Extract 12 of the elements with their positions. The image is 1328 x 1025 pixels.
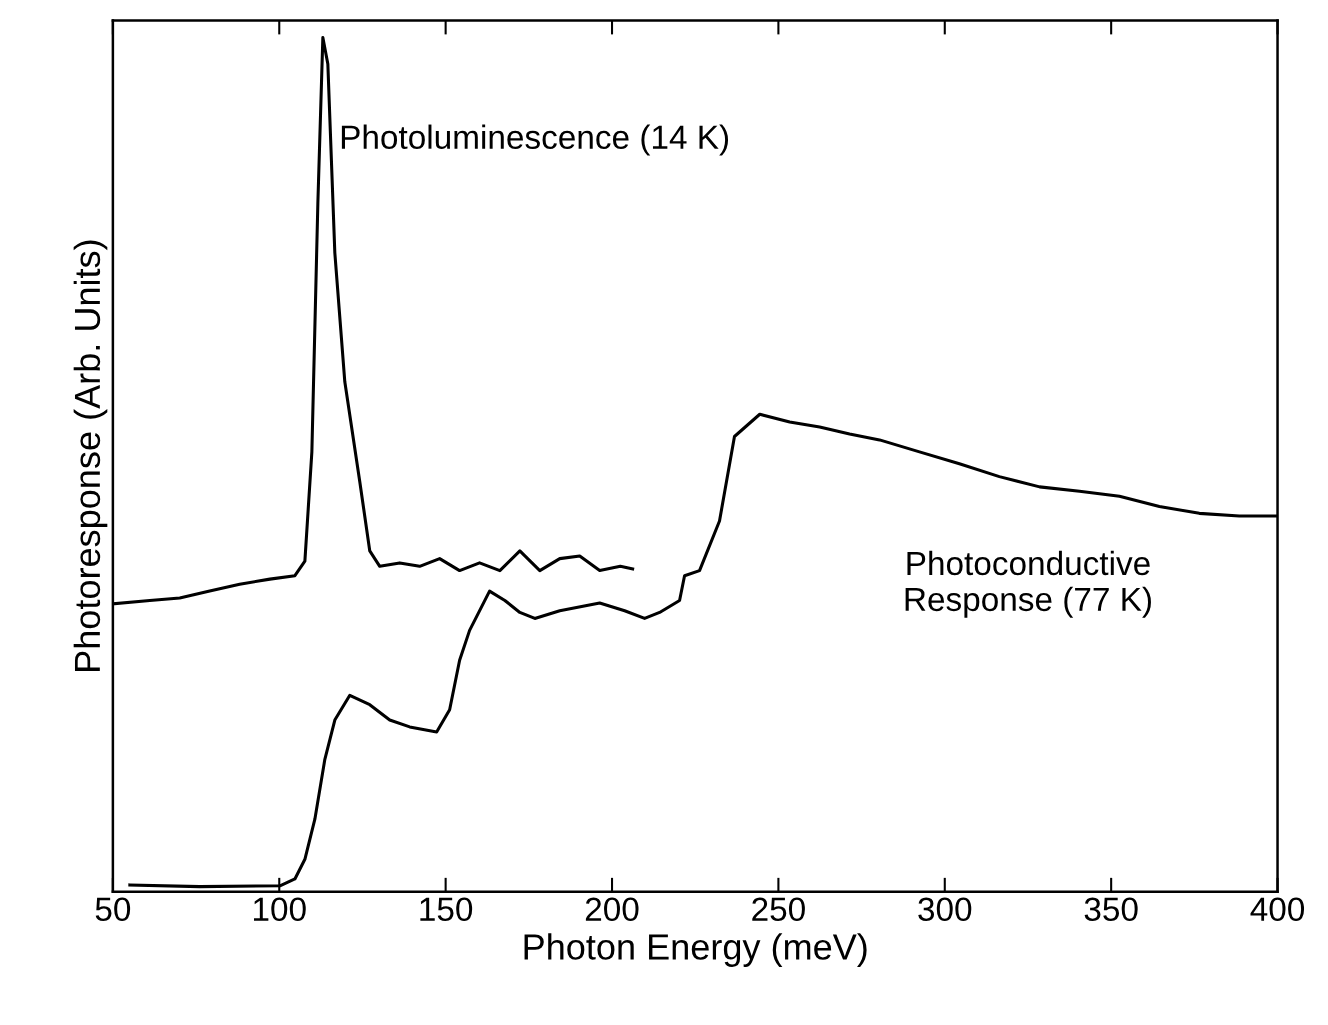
- x-tick-label: 200: [585, 897, 639, 922]
- x-tick-label: 350: [1084, 897, 1138, 922]
- x-tick-label: 250: [752, 897, 805, 922]
- x-tick-label: 300: [918, 897, 972, 922]
- series-label: Photoluminescence (14 K): [341, 124, 729, 156]
- series-label: Photoconductive Response (77 K): [905, 550, 1151, 618]
- x-tick-label: 100: [254, 897, 306, 922]
- y-axis-title: Photoresponse (Arb. Units): [73, 240, 108, 671]
- x-tick-label: 150: [420, 897, 473, 922]
- x-tick-label: 50: [95, 897, 131, 922]
- x-axis-title: Photon Energy (meV): [524, 933, 867, 967]
- x-tick-label: 400: [1250, 897, 1305, 922]
